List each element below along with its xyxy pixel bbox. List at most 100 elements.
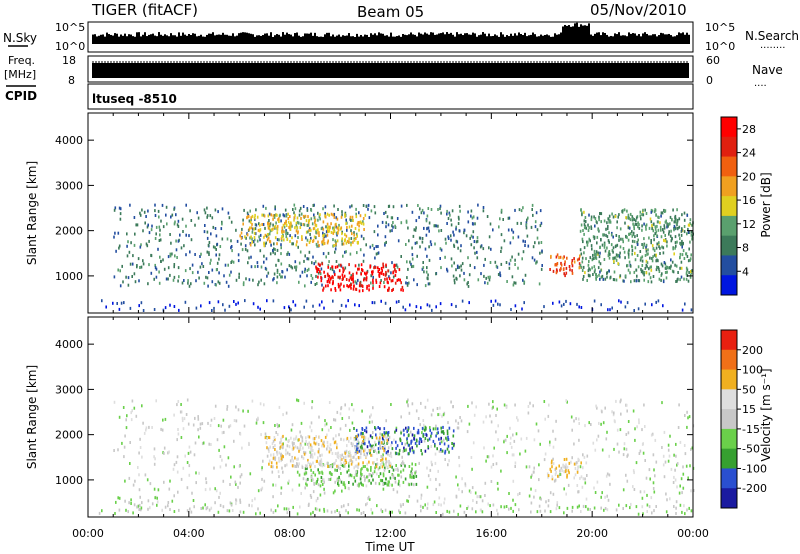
echo-cell [373, 461, 375, 465]
echo-cell [476, 495, 478, 499]
echo-cell [679, 278, 681, 282]
echo-cell [651, 511, 653, 515]
echo-cell [486, 215, 489, 218]
echo-cell [285, 452, 287, 456]
echo-cell [188, 445, 191, 449]
echo-cell [294, 213, 296, 217]
echo-cell [488, 246, 490, 250]
echo-cell [644, 208, 646, 212]
echo-cell [439, 247, 442, 251]
noise-bar [560, 32, 562, 44]
echo-cell [657, 299, 660, 303]
echo-cell [254, 223, 257, 227]
echo-cell [638, 418, 640, 422]
echo-cell [651, 259, 654, 263]
echo-cell [613, 419, 616, 423]
echo-cell [674, 235, 677, 239]
echo-cell [601, 410, 603, 414]
echo-cell [472, 441, 475, 445]
echo-cell [225, 280, 228, 284]
echo-cell [274, 456, 277, 460]
echo-cell [492, 463, 495, 466]
echo-cell [253, 231, 256, 235]
echo-cell [599, 251, 601, 255]
echo-cell [622, 453, 625, 457]
echo-cell [154, 266, 157, 270]
echo-cell [655, 246, 658, 250]
echo-cell [157, 247, 159, 251]
echo-cell [230, 270, 232, 274]
echo-cell [170, 241, 172, 245]
echo-cell [535, 211, 538, 215]
echo-cell [483, 446, 485, 450]
echo-cell [189, 250, 191, 254]
echo-cell [512, 236, 514, 240]
echo-cell [296, 226, 298, 230]
echo-cell [321, 470, 323, 474]
echo-cell [312, 204, 315, 207]
echo-cell [375, 465, 378, 469]
echo-cell [410, 470, 412, 474]
echo-cell [308, 227, 311, 231]
colorbar-tick-label: 200 [742, 344, 763, 357]
echo-cell [348, 271, 351, 275]
echo-cell [647, 280, 650, 284]
echo-cell [197, 415, 199, 419]
echo-cell [348, 439, 350, 443]
echo-cell [382, 472, 385, 476]
echo-cell [278, 217, 280, 221]
echo-cell [490, 465, 493, 469]
echo-cell [346, 226, 348, 229]
noise-bar [662, 33, 664, 44]
echo-cell [308, 250, 311, 254]
noise-bar [450, 32, 452, 44]
echo-cell [274, 225, 277, 228]
echo-cell [237, 301, 239, 305]
echo-cell [367, 203, 370, 207]
echo-cell [280, 252, 282, 256]
echo-cell [320, 439, 323, 443]
echo-cell [163, 446, 166, 450]
echo-cell [500, 250, 502, 253]
echo-cell [260, 433, 262, 437]
velocity-echo-cells [98, 398, 695, 516]
echo-cell [386, 465, 389, 469]
noise-bar [380, 33, 382, 44]
echo-cell [105, 305, 107, 309]
echo-cell [294, 226, 296, 230]
echo-cell [310, 449, 312, 453]
echo-cell [382, 474, 385, 478]
echo-cell [323, 241, 326, 245]
echo-cell [652, 481, 655, 485]
echo-cell [387, 460, 390, 464]
echo-cell [313, 226, 316, 230]
echo-cell [343, 461, 345, 465]
echo-cell [517, 235, 520, 239]
echo-cell [641, 264, 644, 267]
echo-cell [387, 223, 390, 227]
echo-cell [167, 255, 170, 259]
echo-cell [258, 222, 260, 226]
noise-bar [598, 32, 600, 44]
noise-bar [466, 33, 468, 44]
noise-bar [612, 36, 614, 44]
noise-bar [228, 35, 230, 44]
echo-cell [654, 225, 657, 229]
echo-cell [136, 265, 138, 269]
echo-cell [340, 505, 343, 509]
echo-cell [304, 472, 307, 476]
echo-cell [488, 402, 490, 406]
echo-cell [481, 510, 484, 514]
echo-cell [663, 238, 665, 242]
echo-cell [341, 417, 344, 420]
echo-cell [319, 263, 321, 267]
echo-cell [273, 247, 275, 251]
echo-cell [689, 222, 691, 226]
echo-cell [514, 263, 516, 266]
echo-cell [228, 216, 231, 220]
echo-cell [460, 268, 463, 272]
echo-cell [614, 245, 617, 249]
echo-cell [331, 465, 334, 469]
echo-cell [645, 223, 648, 227]
echo-cell [353, 284, 355, 288]
